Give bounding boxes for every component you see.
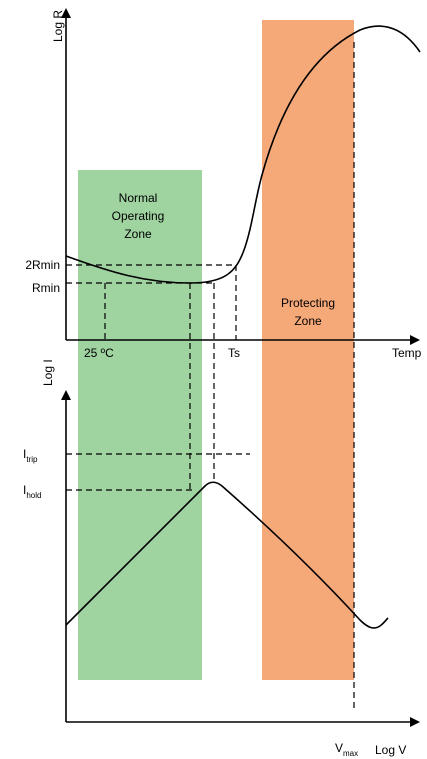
itrip-label: Itrip — [23, 447, 38, 464]
protecting-zone-label-1: Protecting — [281, 296, 335, 310]
vmax-label: Vmax — [335, 741, 358, 758]
protecting-zone-label-2: Zone — [294, 314, 322, 328]
top-x-axis-label: Temp — [392, 346, 422, 360]
normal-zone-label-3: Zone — [124, 227, 152, 241]
bottom-x-axis-label: Log V — [375, 743, 406, 757]
itrip-main: I — [23, 447, 26, 461]
vmax-sub: max — [343, 749, 358, 758]
normal-operating-zone — [78, 170, 202, 680]
top-y-axis-label: Log R — [51, 10, 65, 42]
current-voltage-curve — [65, 481, 389, 629]
resistance-temperature-curve — [65, 25, 421, 284]
2rmin-label: 2Rmin — [25, 258, 60, 272]
itrip-sub: trip — [26, 455, 38, 464]
25c-tick-label: 25 ºC — [84, 346, 114, 360]
normal-zone-label-1: Normal — [119, 191, 158, 205]
normal-zone-label-2: Operating — [112, 209, 165, 223]
protecting-zone — [262, 20, 354, 680]
ihold-main: I — [23, 483, 26, 497]
ts-tick-label: Ts — [228, 346, 240, 360]
ihold-sub: hold — [26, 491, 41, 500]
vmax-main: V — [335, 741, 343, 755]
bottom-y-axis-label: Log I — [41, 359, 55, 386]
rmin-label: Rmin — [32, 281, 60, 295]
ihold-label: Ihold — [23, 483, 41, 500]
